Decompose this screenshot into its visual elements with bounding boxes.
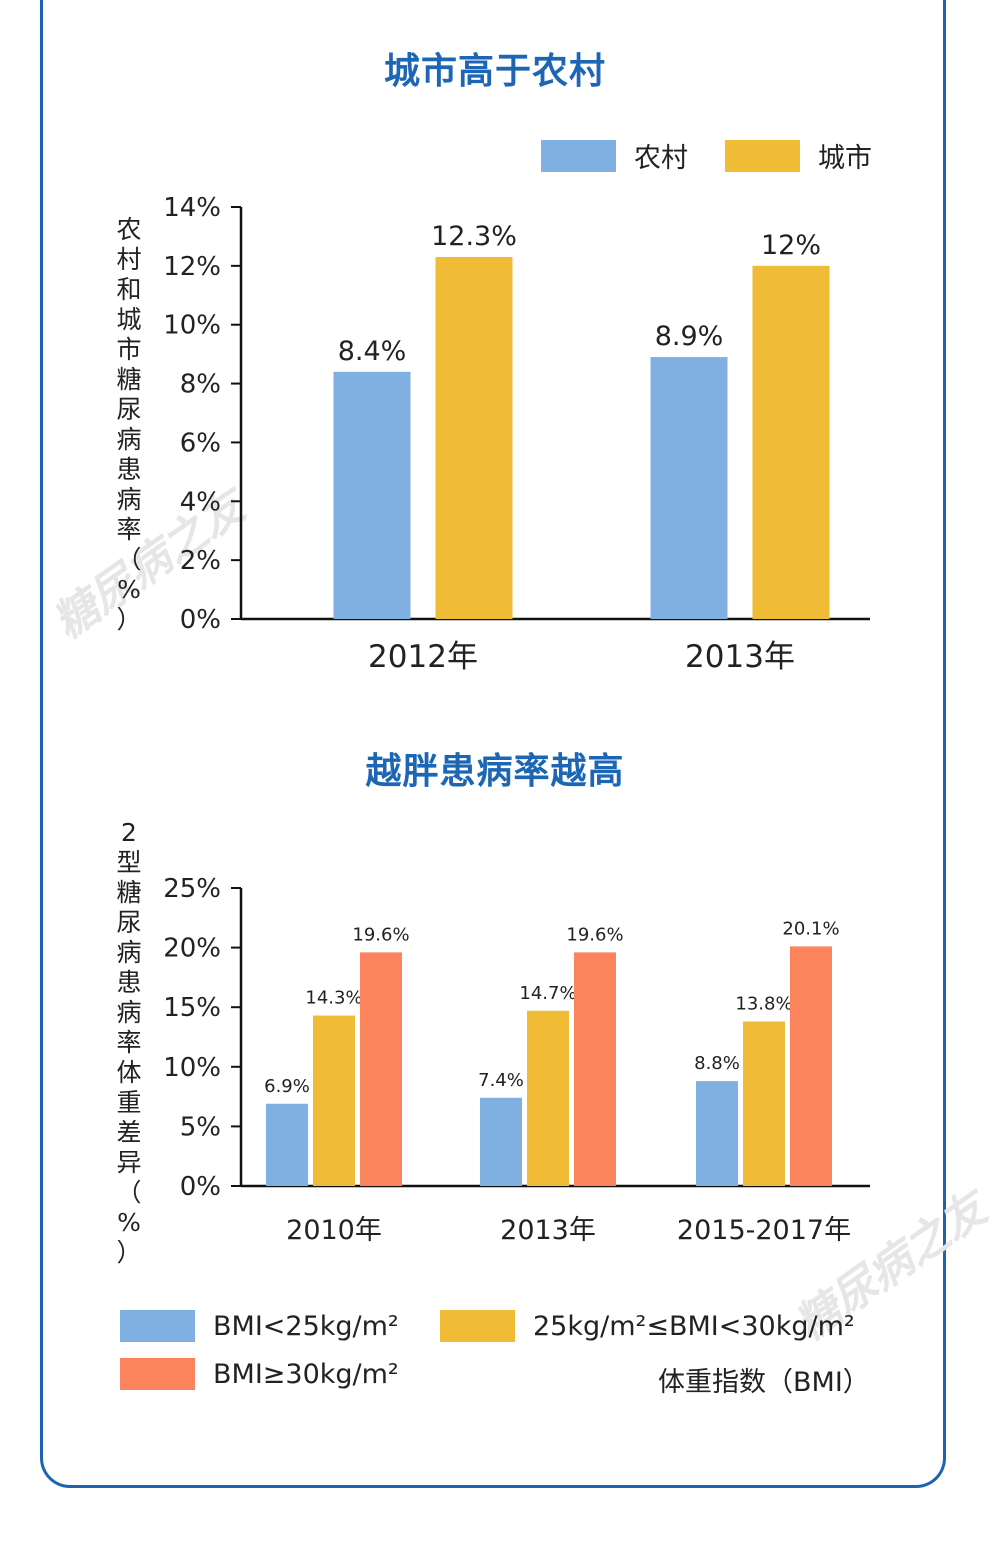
data-label: 14.3% bbox=[305, 988, 362, 1009]
data-label: 14.7% bbox=[519, 983, 576, 1004]
y-axis-label-char: 糖 bbox=[116, 365, 142, 394]
y-tick-label: 0% bbox=[180, 1172, 221, 1202]
chart2-legend-item-bmi-mid: 25kg/m²≤BMI<30kg/m² bbox=[440, 1310, 855, 1342]
bar bbox=[333, 371, 411, 619]
chart1-plot: 0% 2% 4% 6% 8% 10% 12% 14% 8.4% 12.3% 2012年 8.9% 12%… bbox=[163, 193, 870, 675]
y-tick-label: 5% bbox=[180, 1112, 221, 1142]
data-label: 6.9% bbox=[264, 1076, 310, 1097]
bar bbox=[480, 1097, 522, 1186]
y-axis-label-char: 病 bbox=[116, 938, 142, 967]
y-tick-label: 25% bbox=[163, 874, 221, 904]
chart2-legend-label-bmi-high: BMI≥30kg/m² bbox=[213, 1358, 399, 1390]
y-tick-label: 6% bbox=[180, 428, 221, 458]
chart1-legend-swatch-rural bbox=[541, 139, 616, 172]
chart2-legend-label-bmi-low: BMI<25kg/m² bbox=[213, 1310, 399, 1342]
y-axis-label-char: （ bbox=[116, 545, 142, 574]
chart1-legend-item-rural: 农村 bbox=[541, 136, 688, 175]
y-tick-label: 10% bbox=[163, 1053, 221, 1083]
y-axis-label-char: 重 bbox=[116, 1088, 142, 1117]
bar bbox=[696, 1081, 738, 1186]
bar bbox=[650, 357, 728, 619]
data-label: 8.4% bbox=[338, 336, 407, 367]
chart2-legend-swatch-bmi-high bbox=[120, 1358, 195, 1390]
y-tick-label: 14% bbox=[163, 193, 221, 223]
y-tick-label: 2% bbox=[180, 546, 221, 576]
y-axis-label-char: 尿 bbox=[116, 395, 142, 424]
y-axis-label-char: 异 bbox=[116, 1148, 142, 1177]
content-frame bbox=[40, 0, 946, 1488]
y-axis-label-char: 糖 bbox=[116, 878, 142, 907]
y-axis-label-char: 和 bbox=[116, 275, 142, 304]
data-label: 19.6% bbox=[566, 924, 623, 945]
y-axis-label-char: 病 bbox=[116, 485, 142, 514]
chart2-legend-label-bmi-mid: 25kg/m²≤BMI<30kg/m² bbox=[533, 1310, 855, 1342]
y-axis-label-char: （ bbox=[116, 1178, 142, 1207]
data-label: 8.9% bbox=[655, 321, 724, 352]
y-axis-label-char: % bbox=[117, 575, 141, 604]
y-axis-label-char: 病 bbox=[116, 425, 142, 454]
chart2-bmi-note: 体重指数（BMI） bbox=[658, 1367, 870, 1398]
bar bbox=[752, 265, 830, 619]
y-axis-label-char: 体 bbox=[116, 1058, 142, 1087]
bar bbox=[790, 946, 832, 1186]
y-tick-label: 10% bbox=[163, 311, 221, 341]
y-axis-label-char: ） bbox=[116, 1238, 142, 1267]
y-axis-label-char: 尿 bbox=[116, 908, 142, 937]
bar bbox=[574, 952, 616, 1186]
chart1-legend-swatch-urban bbox=[725, 139, 800, 172]
chart2-legend-swatch-bmi-mid bbox=[440, 1310, 515, 1342]
bar bbox=[266, 1103, 308, 1186]
y-axis-label-char: 农 bbox=[116, 215, 142, 244]
chart2-title: 越胖患病率越高 bbox=[365, 751, 625, 792]
data-label: 8.8% bbox=[694, 1053, 740, 1074]
y-axis-label-char: 城 bbox=[116, 305, 142, 334]
data-label: 7.4% bbox=[478, 1070, 524, 1091]
y-axis-label-char: 2 bbox=[121, 818, 137, 847]
x-tick-label: 2012年 bbox=[368, 639, 478, 675]
data-label: 13.8% bbox=[735, 994, 792, 1015]
x-tick-label: 2010年 bbox=[286, 1215, 382, 1246]
y-axis-label-char: ） bbox=[116, 605, 142, 634]
data-label: 19.6% bbox=[352, 924, 409, 945]
bar bbox=[743, 1021, 785, 1186]
data-label: 12.3% bbox=[431, 221, 517, 252]
y-axis-label-char: 患 bbox=[116, 968, 142, 997]
data-label: 20.1% bbox=[782, 918, 839, 939]
bar bbox=[527, 1010, 569, 1186]
y-axis-label-char: 差 bbox=[116, 1118, 142, 1147]
y-tick-label: 4% bbox=[180, 487, 221, 517]
x-tick-label: 2013年 bbox=[500, 1215, 596, 1246]
y-axis-label-char: 率 bbox=[116, 515, 142, 544]
bar bbox=[435, 257, 513, 619]
y-axis-label-char: % bbox=[117, 1208, 141, 1237]
chart2-plot: 0% 5% 10% 15% 20% 25% 6.9% 14.3% 19.6% 2010年 7.4% 1… bbox=[163, 874, 870, 1246]
chart1-title: 城市高于农村 bbox=[383, 51, 606, 92]
y-tick-label: 12% bbox=[163, 252, 221, 282]
y-tick-label: 15% bbox=[163, 993, 221, 1023]
chart1-y-axis-label: 农村和城市糖尿病患病率（%） bbox=[114, 215, 144, 635]
chart2-y-axis-label: 2 型糖尿病患病率体重差异（%） bbox=[114, 818, 144, 1268]
y-axis-label-char: 型 bbox=[116, 848, 142, 877]
y-axis-label-char: 率 bbox=[116, 1028, 142, 1057]
x-tick-label: 2013年 bbox=[685, 639, 795, 675]
bar bbox=[360, 952, 402, 1186]
data-label: 12% bbox=[761, 230, 821, 261]
y-tick-label: 20% bbox=[163, 934, 221, 964]
chart1-legend-label-urban: 城市 bbox=[818, 143, 872, 174]
y-tick-label: 0% bbox=[180, 605, 221, 635]
y-axis-label-char: 市 bbox=[116, 335, 142, 364]
x-tick-label: 2015-2017年 bbox=[677, 1215, 851, 1246]
y-axis-label-char: 村 bbox=[116, 245, 142, 274]
y-tick-label: 8% bbox=[180, 370, 221, 400]
chart2-legend-swatch-bmi-low bbox=[120, 1310, 195, 1342]
chart2-legend-item-bmi-low: BMI<25kg/m² bbox=[120, 1310, 399, 1342]
chart1-legend-label-rural: 农村 bbox=[634, 143, 688, 174]
y-axis-label-char: 患 bbox=[116, 455, 142, 484]
bar bbox=[313, 1015, 355, 1186]
chart2-legend-item-bmi-high: BMI≥30kg/m² bbox=[120, 1358, 399, 1390]
y-axis-label-char: 病 bbox=[116, 998, 142, 1027]
chart1-legend-item-urban: 城市 bbox=[725, 136, 872, 175]
